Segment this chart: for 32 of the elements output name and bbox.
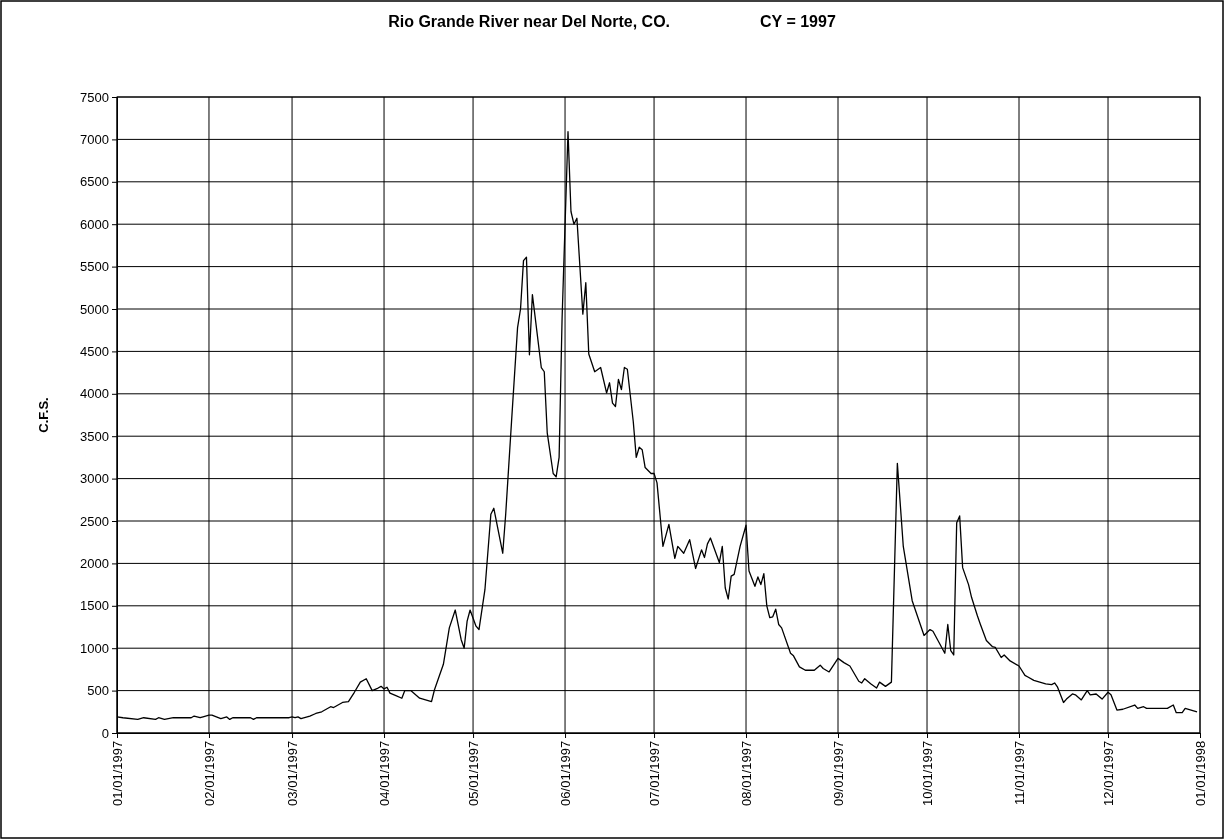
y-tick-label: 6000 (80, 216, 109, 232)
y-tick-label: 0 (101, 725, 109, 741)
y-tick-label: 1500 (80, 598, 109, 614)
y-tick-label: 1000 (80, 640, 109, 656)
y-axis-title: C.F.S. (36, 397, 51, 433)
x-tick-label: 08/01/1997 (739, 740, 755, 806)
y-tick-label: 4000 (80, 386, 109, 402)
x-tick-label: 06/01/1997 (558, 740, 574, 806)
x-tick-label: 07/01/1997 (647, 740, 663, 806)
x-tick-label: 12/01/1997 (1101, 740, 1117, 806)
x-tick-label: 02/01/1997 (202, 740, 218, 806)
x-tick-label: 01/01/1998 (1193, 740, 1209, 806)
x-tick-label: 04/01/1997 (377, 740, 393, 806)
y-tick-label: 7000 (80, 132, 109, 148)
x-tick-label: 01/01/1997 (110, 740, 126, 806)
y-tick-label: 500 (87, 683, 109, 699)
x-tick-label: 10/01/1997 (920, 740, 936, 806)
y-tick-label: 2000 (80, 556, 109, 572)
x-tick-label: 03/01/1997 (285, 740, 301, 806)
chart-subtitle: CY = 1997 (760, 13, 836, 30)
x-tick-label: 05/01/1997 (466, 740, 482, 806)
y-tick-label: 2500 (80, 513, 109, 529)
x-tick-label: 11/01/1997 (1012, 740, 1028, 805)
y-tick-label: 3500 (80, 428, 109, 444)
y-tick-label: 5000 (80, 301, 109, 317)
y-tick-label: 5500 (80, 259, 109, 275)
y-tick-label: 6500 (80, 174, 109, 190)
chart-title: Rio Grande River near Del Norte, CO. (388, 13, 671, 30)
y-tick-label: 7500 (80, 89, 109, 105)
x-tick-label: 09/01/1997 (831, 740, 847, 806)
y-tick-label: 3000 (80, 471, 109, 487)
y-tick-label: 4500 (80, 344, 109, 360)
